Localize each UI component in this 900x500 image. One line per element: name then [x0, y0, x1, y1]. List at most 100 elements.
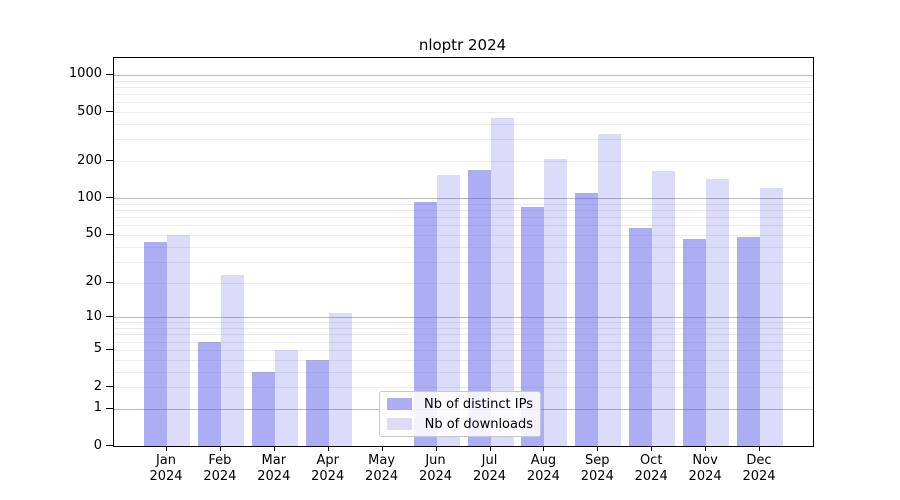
gridline-minor	[114, 102, 813, 104]
y-tick-label: 5	[93, 341, 102, 357]
x-tick-label: Apr 2024	[311, 453, 345, 484]
x-tick-label: Jan 2024	[149, 453, 183, 484]
y-tick-mark	[106, 348, 113, 350]
bar-downloads	[436, 174, 460, 446]
gridline-minor	[114, 86, 813, 88]
x-tick-mark	[597, 446, 599, 451]
x-tick-label: Jun 2024	[418, 453, 453, 484]
legend-swatch-distinct-ips	[387, 398, 412, 410]
gridline-minor	[114, 209, 813, 211]
bar-downloads	[274, 349, 298, 446]
y-tick-label: 1000	[68, 66, 102, 82]
x-tick-mark	[705, 446, 707, 451]
plot-area	[113, 57, 814, 447]
x-tick-mark	[435, 446, 437, 451]
bar-distinct-ips	[144, 241, 167, 446]
gridline-minor	[114, 334, 813, 336]
gridline-minor	[114, 94, 813, 95]
y-tick-mark	[106, 73, 113, 75]
bar-distinct-ips	[683, 239, 707, 446]
gridline-minor	[114, 359, 813, 361]
legend-label-distinct-ips: Nb of distinct IPs	[424, 396, 533, 412]
y-tick-label: 10	[85, 308, 102, 324]
bar-downloads	[328, 312, 352, 446]
legend-item-downloads: Nb of downloads	[387, 417, 533, 432]
gridline-major	[114, 317, 813, 319]
x-tick-label: Mar 2024	[257, 453, 291, 484]
x-tick-label: Feb 2024	[203, 453, 237, 484]
y-tick-label: 50	[85, 226, 102, 242]
gridline-major	[114, 198, 813, 200]
gridline-minor	[114, 282, 813, 284]
y-tick-mark	[106, 197, 113, 199]
y-tick-label: 200	[77, 152, 102, 168]
legend-label-downloads: Nb of downloads	[424, 416, 533, 432]
legend: Nb of distinct IPs Nb of downloads	[379, 391, 541, 437]
y-tick-mark	[106, 111, 113, 113]
y-tick-mark	[106, 445, 113, 446]
x-tick-mark	[543, 446, 545, 451]
x-tick-label: Nov 2024	[688, 453, 722, 484]
x-tick-label: Dec 2024	[742, 453, 776, 484]
gridline-minor	[114, 139, 813, 141]
x-tick-mark	[651, 446, 653, 451]
gridline-minor	[114, 234, 813, 236]
x-tick-mark	[381, 446, 383, 451]
x-tick-mark	[219, 446, 221, 451]
bar-downloads	[490, 118, 514, 446]
gridline-minor	[114, 80, 813, 82]
bar-distinct-ips	[413, 202, 437, 446]
chart-title: nloptr 2024	[418, 36, 507, 54]
bar-downloads	[167, 234, 190, 446]
bar-distinct-ips	[629, 227, 653, 446]
gridline-minor	[114, 322, 813, 324]
x-tick-mark	[759, 446, 760, 451]
gridline-minor	[114, 261, 813, 263]
y-tick-label: 20	[85, 274, 102, 289]
x-tick-mark	[327, 446, 329, 451]
y-tick-mark	[106, 233, 113, 235]
gridline-minor	[114, 371, 813, 373]
bar-downloads	[544, 158, 568, 446]
y-tick-mark	[106, 281, 113, 283]
bar-distinct-ips	[467, 169, 491, 446]
gridline-minor	[114, 246, 813, 248]
gridline-minor	[114, 341, 813, 343]
bar-downloads	[760, 188, 783, 446]
gridline-minor	[114, 203, 813, 205]
gridline-minor	[114, 161, 813, 163]
legend-swatch-downloads	[387, 418, 412, 430]
x-tick-mark	[166, 446, 167, 451]
x-tick-mark	[273, 446, 275, 451]
gridline-minor	[114, 349, 813, 351]
bar-distinct-ips	[521, 206, 545, 446]
gridline-minor	[114, 112, 813, 114]
bar-distinct-ips	[575, 193, 599, 446]
y-tick-label: 500	[77, 103, 102, 119]
y-tick-mark	[106, 386, 113, 387]
y-tick-mark	[106, 316, 113, 318]
x-tick-label: Sep 2024	[580, 453, 614, 484]
x-tick-label: Oct 2024	[634, 453, 668, 484]
bar-downloads	[598, 134, 622, 446]
x-tick-label: Aug 2024	[526, 453, 560, 484]
y-tick-mark	[106, 160, 113, 162]
bar-distinct-ips	[737, 236, 760, 446]
bar-distinct-ips	[305, 359, 329, 446]
y-tick-label: 100	[77, 189, 102, 205]
gridline-minor	[114, 225, 813, 227]
y-tick-label: 1	[93, 400, 102, 416]
y-tick-label: 2	[93, 378, 102, 394]
bar-downloads	[220, 275, 244, 446]
gridline-major	[114, 74, 813, 76]
gridline-minor	[114, 387, 813, 388]
bar-distinct-ips	[251, 371, 275, 446]
y-tick-mark	[106, 407, 113, 409]
gridline-minor	[114, 217, 813, 218]
x-tick-label: May 2024	[365, 453, 399, 484]
legend-item-distinct-ips: Nb of distinct IPs	[387, 397, 533, 412]
bar-downloads	[652, 171, 676, 446]
gridline-minor	[114, 328, 813, 329]
x-tick-label: Jul 2024	[472, 453, 507, 484]
